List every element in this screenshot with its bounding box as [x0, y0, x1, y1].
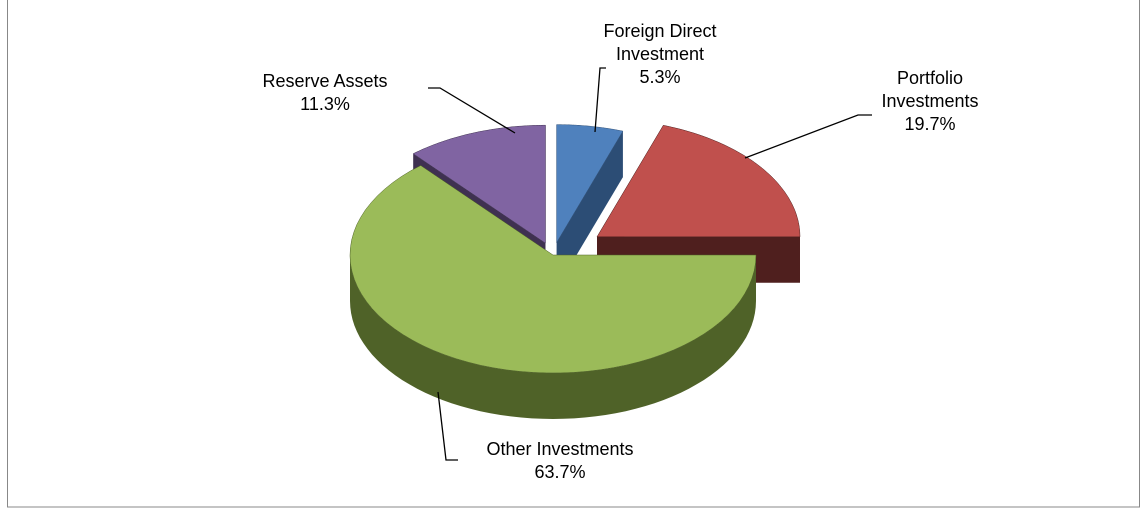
pie [349, 124, 801, 419]
slice [556, 124, 624, 244]
value-label: 19.7% [904, 114, 956, 134]
category-label: Foreign Direct Investment [603, 21, 717, 64]
category-label: Portfolio Investments [881, 68, 979, 111]
slice [596, 125, 801, 238]
slice-label: Other Investments 63.7% [455, 438, 665, 484]
leader-line [437, 391, 458, 461]
value-label: 63.7% [534, 462, 586, 482]
leader-line [744, 114, 872, 159]
slice [349, 165, 757, 374]
leader-line [428, 87, 516, 134]
slice-side [350, 255, 756, 419]
slice-side [556, 131, 623, 289]
slice-label: Reserve Assets 11.3% [225, 70, 425, 116]
value-label: 5.3% [639, 67, 681, 87]
slice-label: Foreign Direct Investment 5.3% [585, 20, 735, 89]
slice [412, 124, 546, 244]
value-label: 11.3% [300, 94, 350, 114]
category-label: Other Investments [486, 439, 634, 459]
category-label: Reserve Assets [262, 71, 388, 91]
slice-label: Portfolio Investments 19.7% [865, 67, 995, 136]
leader-line [594, 67, 606, 133]
